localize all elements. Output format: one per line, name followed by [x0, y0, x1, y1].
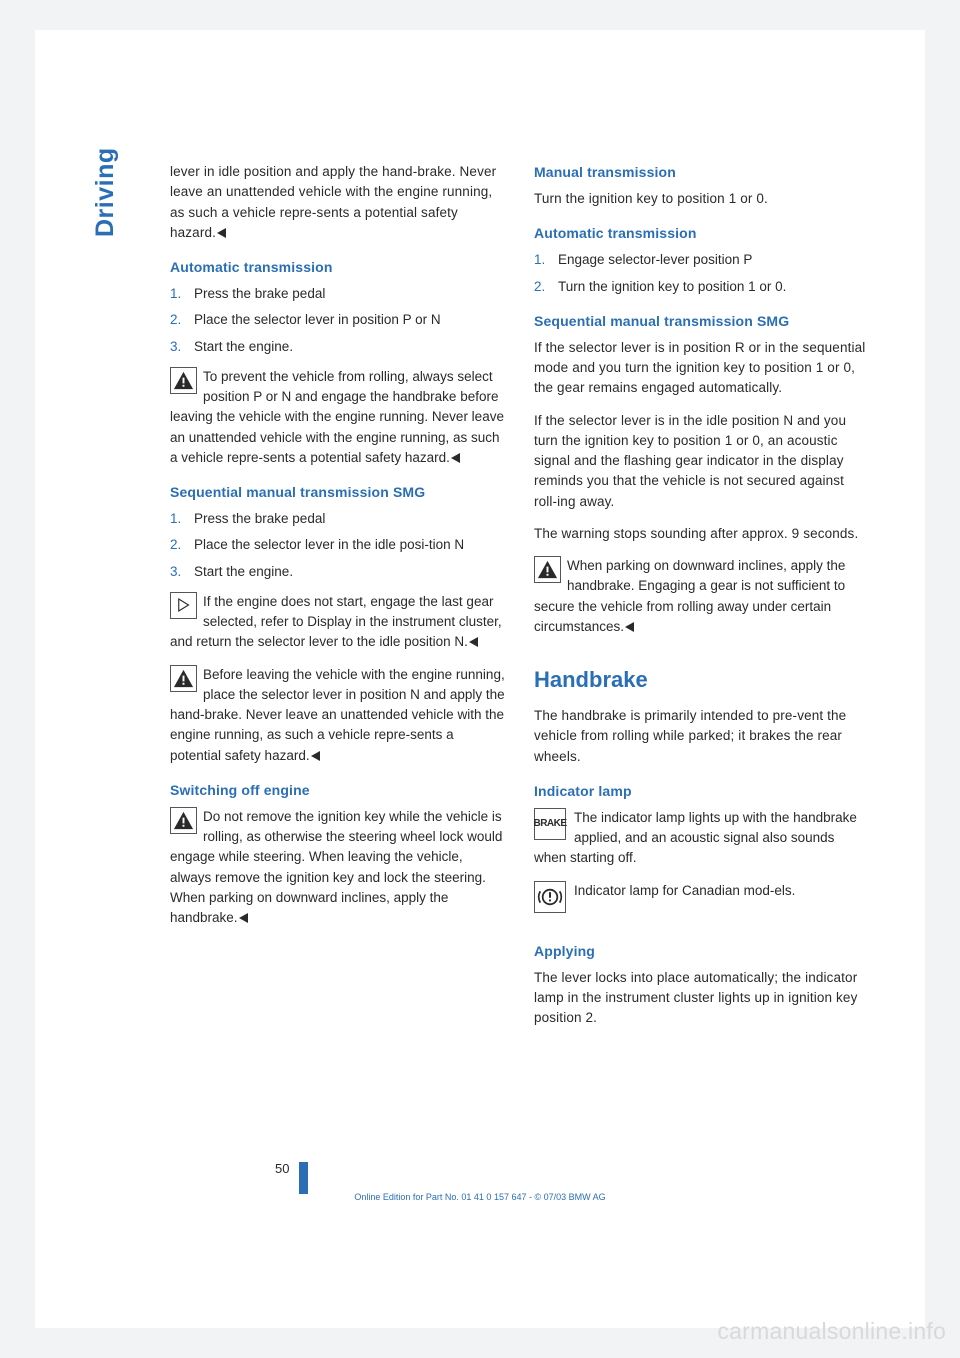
heading-indicator-lamp: Indicator lamp	[534, 781, 870, 802]
body-text: Turn the ignition key to position 1 or 0…	[534, 189, 870, 209]
heading-handbrake: Handbrake	[534, 663, 870, 696]
warning-icon	[534, 556, 561, 583]
heading-smg: Sequential manual transmission SMG	[534, 311, 870, 332]
end-triangle-icon	[217, 228, 226, 238]
list-item: Press the brake pedal	[170, 509, 506, 529]
brake-icon: BRAKE	[534, 808, 566, 840]
left-column: lever in idle position and apply the han…	[170, 162, 506, 1040]
warning-block: To prevent the vehicle from rolling, alw…	[170, 367, 506, 468]
warning-block: Before leaving the vehicle with the engi…	[170, 665, 506, 766]
warning-text: Do not remove the ignition key while the…	[170, 809, 502, 925]
auto-trans-steps: Press the brake pedal Place the selector…	[170, 284, 506, 357]
list-item: Place the selector lever in the idle pos…	[170, 535, 506, 555]
heading-manual-transmission: Manual transmission	[534, 162, 870, 183]
body-text: If the selector lever is in the idle pos…	[534, 411, 870, 512]
list-item: Place the selector lever in position P o…	[170, 310, 506, 330]
end-triangle-icon	[469, 637, 478, 647]
warning-block: When parking on downward inclines, apply…	[534, 556, 870, 637]
warning-text: When parking on downward inclines, apply…	[534, 558, 845, 634]
watermark: carmanualsonline.info	[717, 1314, 946, 1349]
body-text: Indicator lamp for Canadian mod-els.	[574, 883, 795, 898]
section-label: Driving	[87, 147, 125, 237]
body-text: If the selector lever is in position R o…	[534, 338, 870, 399]
heading-applying: Applying	[534, 941, 870, 962]
canadian-indicator-block: Indicator lamp for Canadian mod-els.	[534, 881, 870, 913]
body-text: The lever locks into place automatically…	[534, 968, 870, 1029]
page-number: 50	[275, 1159, 289, 1179]
warning-text: Before leaving the vehicle with the engi…	[170, 667, 505, 763]
edition-line: Online Edition for Part No. 01 41 0 157 …	[35, 1191, 925, 1205]
list-item: Press the brake pedal	[170, 284, 506, 304]
intro-paragraph: lever in idle position and apply the han…	[170, 162, 506, 243]
smg-steps: Press the brake pedal Place the selector…	[170, 509, 506, 582]
body-text: The handbrake is primarily intended to p…	[534, 706, 870, 767]
list-item: Start the engine.	[170, 562, 506, 582]
heading-smg: Sequential manual transmission SMG	[170, 482, 506, 503]
end-triangle-icon	[451, 453, 460, 463]
body-text: The warning stops sounding after approx.…	[534, 524, 870, 544]
warning-icon	[170, 367, 197, 394]
warning-icon	[170, 665, 197, 692]
page: Driving lever in idle position and apply…	[35, 30, 925, 1328]
end-triangle-icon	[625, 622, 634, 632]
note-text: If the engine does not start, engage the…	[170, 594, 502, 650]
brake-indicator-block: BRAKE The indicator lamp lights up with …	[534, 808, 870, 869]
note-icon	[170, 592, 197, 619]
right-column: Manual transmission Turn the ignition ke…	[534, 162, 870, 1040]
canadian-brake-icon	[534, 881, 566, 913]
list-item: Turn the ignition key to position 1 or 0…	[534, 277, 870, 297]
note-block: If the engine does not start, engage the…	[170, 592, 506, 653]
body-text: The indicator lamp lights up with the ha…	[534, 810, 857, 866]
heading-automatic-transmission: Automatic transmission	[534, 223, 870, 244]
end-triangle-icon	[239, 913, 248, 923]
auto-steps: Engage selector-lever position P Turn th…	[534, 250, 870, 297]
warning-icon	[170, 807, 197, 834]
list-item: Engage selector-lever position P	[534, 250, 870, 270]
end-triangle-icon	[311, 751, 320, 761]
warning-text: To prevent the vehicle from rolling, alw…	[170, 369, 504, 465]
content-columns: lever in idle position and apply the han…	[170, 162, 870, 1040]
warning-block: Do not remove the ignition key while the…	[170, 807, 506, 929]
heading-switch-off: Switching off engine	[170, 780, 506, 801]
list-item: Start the engine.	[170, 337, 506, 357]
heading-automatic-transmission: Automatic transmission	[170, 257, 506, 278]
page-number-bar	[299, 1162, 308, 1194]
